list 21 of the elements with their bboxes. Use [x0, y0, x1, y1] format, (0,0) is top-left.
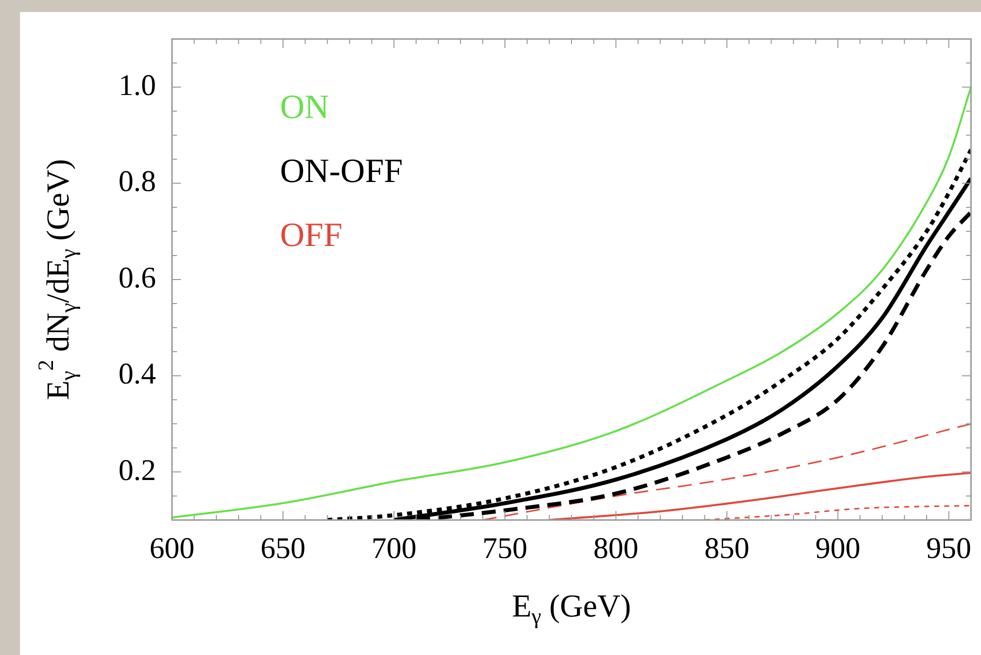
x-tick-label: 600: [150, 532, 194, 565]
text: OFF: [280, 216, 342, 254]
x-tick-label: 650: [260, 532, 306, 565]
text: ON-OFF: [280, 152, 403, 190]
line-series: [704, 504, 971, 520]
y-tick-label: 0.4: [118, 358, 156, 391]
y-tick-label: 0.6: [118, 261, 156, 294]
y-tick-label: 0.8: [118, 165, 156, 198]
line-series: [548, 472, 971, 520]
x-tick-label: 700: [371, 532, 416, 565]
line-series: [172, 86, 971, 519]
line-series: [482, 423, 971, 520]
x-tick-label: 750: [482, 532, 528, 565]
y-tick-label: 0.2: [118, 454, 156, 487]
y-tick-label: 1.0: [118, 68, 156, 102]
x-tick-label: 950: [926, 532, 972, 565]
text: ON: [280, 88, 330, 126]
y-axis-title: Eγ2 dNγ/dEγ (GeV): [32, 159, 80, 400]
x-tick-label: 900: [815, 532, 860, 565]
x-tick-label: 850: [704, 532, 750, 565]
x-tick-label: 800: [593, 532, 638, 565]
